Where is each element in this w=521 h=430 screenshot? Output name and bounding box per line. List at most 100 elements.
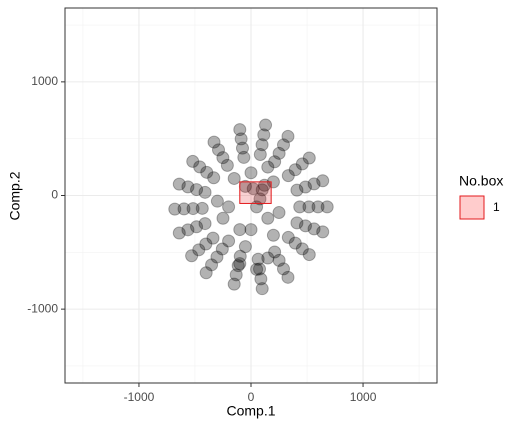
point (259, 118, 273, 132)
point (195, 201, 209, 215)
point (320, 200, 334, 214)
point (234, 132, 248, 146)
point (295, 157, 309, 171)
x-tick-label: 1000 (350, 390, 377, 404)
legend-label: 1 (493, 200, 500, 214)
x-tick-label: 0 (248, 390, 255, 404)
point (190, 220, 204, 234)
point (276, 262, 290, 276)
point (272, 206, 286, 220)
point (244, 223, 258, 237)
point (281, 230, 295, 244)
y-tick-label: -1000 (27, 301, 58, 315)
point (290, 216, 304, 230)
point (233, 123, 247, 137)
point (244, 166, 258, 180)
point (186, 202, 200, 216)
point (227, 171, 241, 185)
point (281, 270, 295, 284)
point (268, 155, 282, 169)
point (233, 257, 247, 271)
point (168, 202, 182, 216)
point (172, 177, 186, 191)
point (255, 138, 269, 152)
point (246, 182, 260, 196)
point (186, 154, 200, 168)
point (231, 259, 245, 273)
point (302, 248, 316, 262)
point (281, 129, 295, 143)
point (210, 250, 224, 264)
point (290, 183, 304, 197)
y-tick-label: 0 (51, 188, 58, 202)
point (237, 150, 251, 164)
point (255, 183, 269, 197)
point (192, 243, 206, 257)
point (307, 222, 321, 236)
point (200, 165, 214, 179)
point (193, 160, 207, 174)
point (253, 262, 267, 276)
point (222, 200, 236, 214)
point (212, 143, 226, 157)
point (293, 200, 307, 214)
point (298, 180, 312, 194)
point (233, 223, 247, 237)
panel-border (64, 7, 438, 384)
point (298, 219, 312, 233)
point (233, 249, 247, 263)
point (181, 223, 195, 237)
point (177, 202, 191, 216)
point (288, 236, 302, 250)
point (185, 249, 199, 263)
point (295, 242, 309, 256)
point (220, 158, 234, 172)
point (254, 272, 268, 286)
point (261, 211, 275, 225)
legend-title: No.box (459, 173, 503, 189)
point (276, 138, 290, 152)
point (172, 226, 186, 240)
point (316, 174, 330, 188)
point (207, 171, 221, 185)
legend-key (459, 195, 485, 220)
box (239, 181, 272, 204)
point (255, 282, 269, 296)
point (199, 266, 213, 280)
point (302, 200, 316, 214)
point (238, 240, 252, 254)
point (216, 211, 230, 225)
point (251, 252, 265, 266)
point (253, 192, 267, 206)
point (261, 251, 275, 265)
x-axis-label: Comp.1 (226, 403, 275, 419)
point (257, 128, 271, 142)
point (229, 268, 243, 282)
point (181, 180, 195, 194)
point (272, 146, 286, 160)
point (253, 147, 267, 161)
point (302, 151, 316, 165)
point (216, 151, 230, 165)
x-tick-label: -1000 (124, 390, 155, 404)
point (261, 160, 275, 174)
point (206, 231, 220, 245)
point (288, 163, 302, 177)
point (272, 253, 286, 267)
point (222, 234, 236, 248)
point (250, 262, 264, 276)
point (266, 228, 280, 242)
point (207, 135, 221, 149)
y-tick-label: 1000 (31, 74, 58, 88)
point (198, 185, 212, 199)
point (316, 225, 330, 239)
point (235, 141, 249, 155)
point (307, 177, 321, 191)
point (210, 194, 224, 208)
point (281, 169, 295, 183)
point (227, 277, 241, 291)
point (198, 217, 212, 231)
point (268, 245, 282, 259)
point (190, 183, 204, 197)
